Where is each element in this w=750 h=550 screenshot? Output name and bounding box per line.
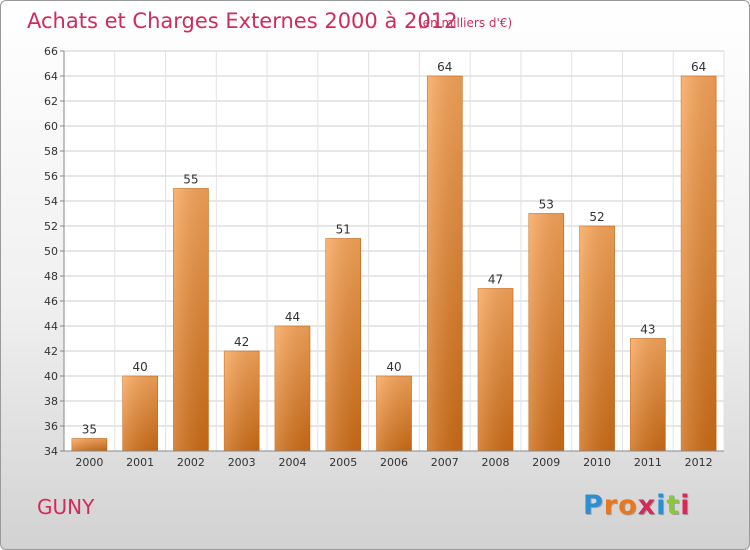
- y-tick-label: 46: [44, 295, 58, 308]
- logo-letter: P: [583, 490, 604, 521]
- bar-shade-2011: [630, 338, 666, 451]
- data-label-2012: 64: [691, 60, 706, 74]
- data-label-2006: 40: [386, 360, 401, 374]
- y-tick-label: 44: [44, 320, 58, 333]
- data-label-2008: 47: [488, 273, 503, 287]
- x-tick-label-2012: 2012: [685, 456, 713, 469]
- logo-letter: r: [603, 490, 619, 521]
- x-tick-label-2009: 2009: [532, 456, 560, 469]
- y-tick-label: 58: [44, 145, 58, 158]
- logo-letter: i: [680, 490, 691, 521]
- bar-shade-2001: [122, 376, 158, 451]
- y-tick-label: 40: [44, 370, 58, 383]
- data-label-2002: 55: [183, 173, 198, 187]
- bars: 35 40 55 42 44 51 40 64 47 53 52 43 64: [71, 60, 717, 452]
- y-tick-label: 54: [44, 195, 58, 208]
- commune-name: GUNY: [37, 495, 95, 519]
- y-tick-label: 62: [44, 95, 58, 108]
- data-label-2010: 52: [589, 210, 604, 224]
- bar-shade-2007: [427, 76, 463, 451]
- bar-shade-2005: [325, 238, 361, 451]
- y-tick-label: 48: [44, 270, 58, 283]
- y-tick-label: 64: [44, 70, 58, 83]
- y-tick-label: 36: [44, 420, 58, 433]
- x-tick-label-2000: 2000: [75, 456, 103, 469]
- logo-letter: x: [637, 490, 657, 521]
- y-tick-label: 60: [44, 120, 58, 133]
- data-label-2003: 42: [234, 335, 249, 349]
- data-label-2005: 51: [336, 223, 351, 237]
- data-label-2007: 64: [437, 60, 452, 74]
- y-tick-label: 50: [44, 245, 58, 258]
- data-label-2009: 53: [539, 198, 554, 212]
- logo-letter: t: [666, 490, 681, 521]
- bar-shade-2006: [376, 376, 412, 451]
- x-tick-label-2005: 2005: [329, 456, 357, 469]
- chart-title: Achats et Charges Externes 2000 à 2012: [27, 9, 458, 33]
- logo-letter: o: [618, 490, 638, 521]
- axes: 34 36 38 40 42 44 46 48 50 52 54 56 58 60 62 64 66 2000 20…: [44, 45, 724, 469]
- bar-shade-2004: [274, 326, 310, 451]
- chart-subtitle: (en milliers d'€): [418, 16, 513, 30]
- x-tick-label-2001: 2001: [126, 456, 154, 469]
- bar-shade-2010: [579, 226, 615, 451]
- bar-shade-2002: [173, 188, 209, 451]
- x-tick-label-2002: 2002: [177, 456, 205, 469]
- x-tick-label-2011: 2011: [634, 456, 662, 469]
- x-tick-label-2010: 2010: [583, 456, 611, 469]
- data-label-2004: 44: [285, 310, 300, 324]
- data-label-2001: 40: [133, 360, 148, 374]
- y-tick-label: 66: [44, 45, 58, 58]
- x-tick-label-2007: 2007: [431, 456, 459, 469]
- x-tick-label-2008: 2008: [482, 456, 510, 469]
- x-tick-label-2003: 2003: [228, 456, 256, 469]
- bar-shade-2003: [224, 351, 260, 451]
- data-label-2000: 35: [82, 423, 97, 437]
- y-tick-label: 42: [44, 345, 58, 358]
- proxiti-logo: Proxiti: [583, 490, 691, 521]
- bar-shade-2012: [681, 76, 717, 451]
- bar-shade-2000: [71, 438, 107, 451]
- y-tick-label: 38: [44, 395, 58, 408]
- data-label-2011: 43: [640, 323, 655, 337]
- bar-shade-2009: [528, 213, 564, 451]
- x-tick-label-2004: 2004: [278, 456, 306, 469]
- y-tick-label: 56: [44, 170, 58, 183]
- y-tick-label: 52: [44, 220, 58, 233]
- x-tick-label-2006: 2006: [380, 456, 408, 469]
- y-tick-label: 34: [44, 445, 58, 458]
- bar-shade-2008: [478, 288, 514, 451]
- logo-letter: i: [656, 490, 667, 521]
